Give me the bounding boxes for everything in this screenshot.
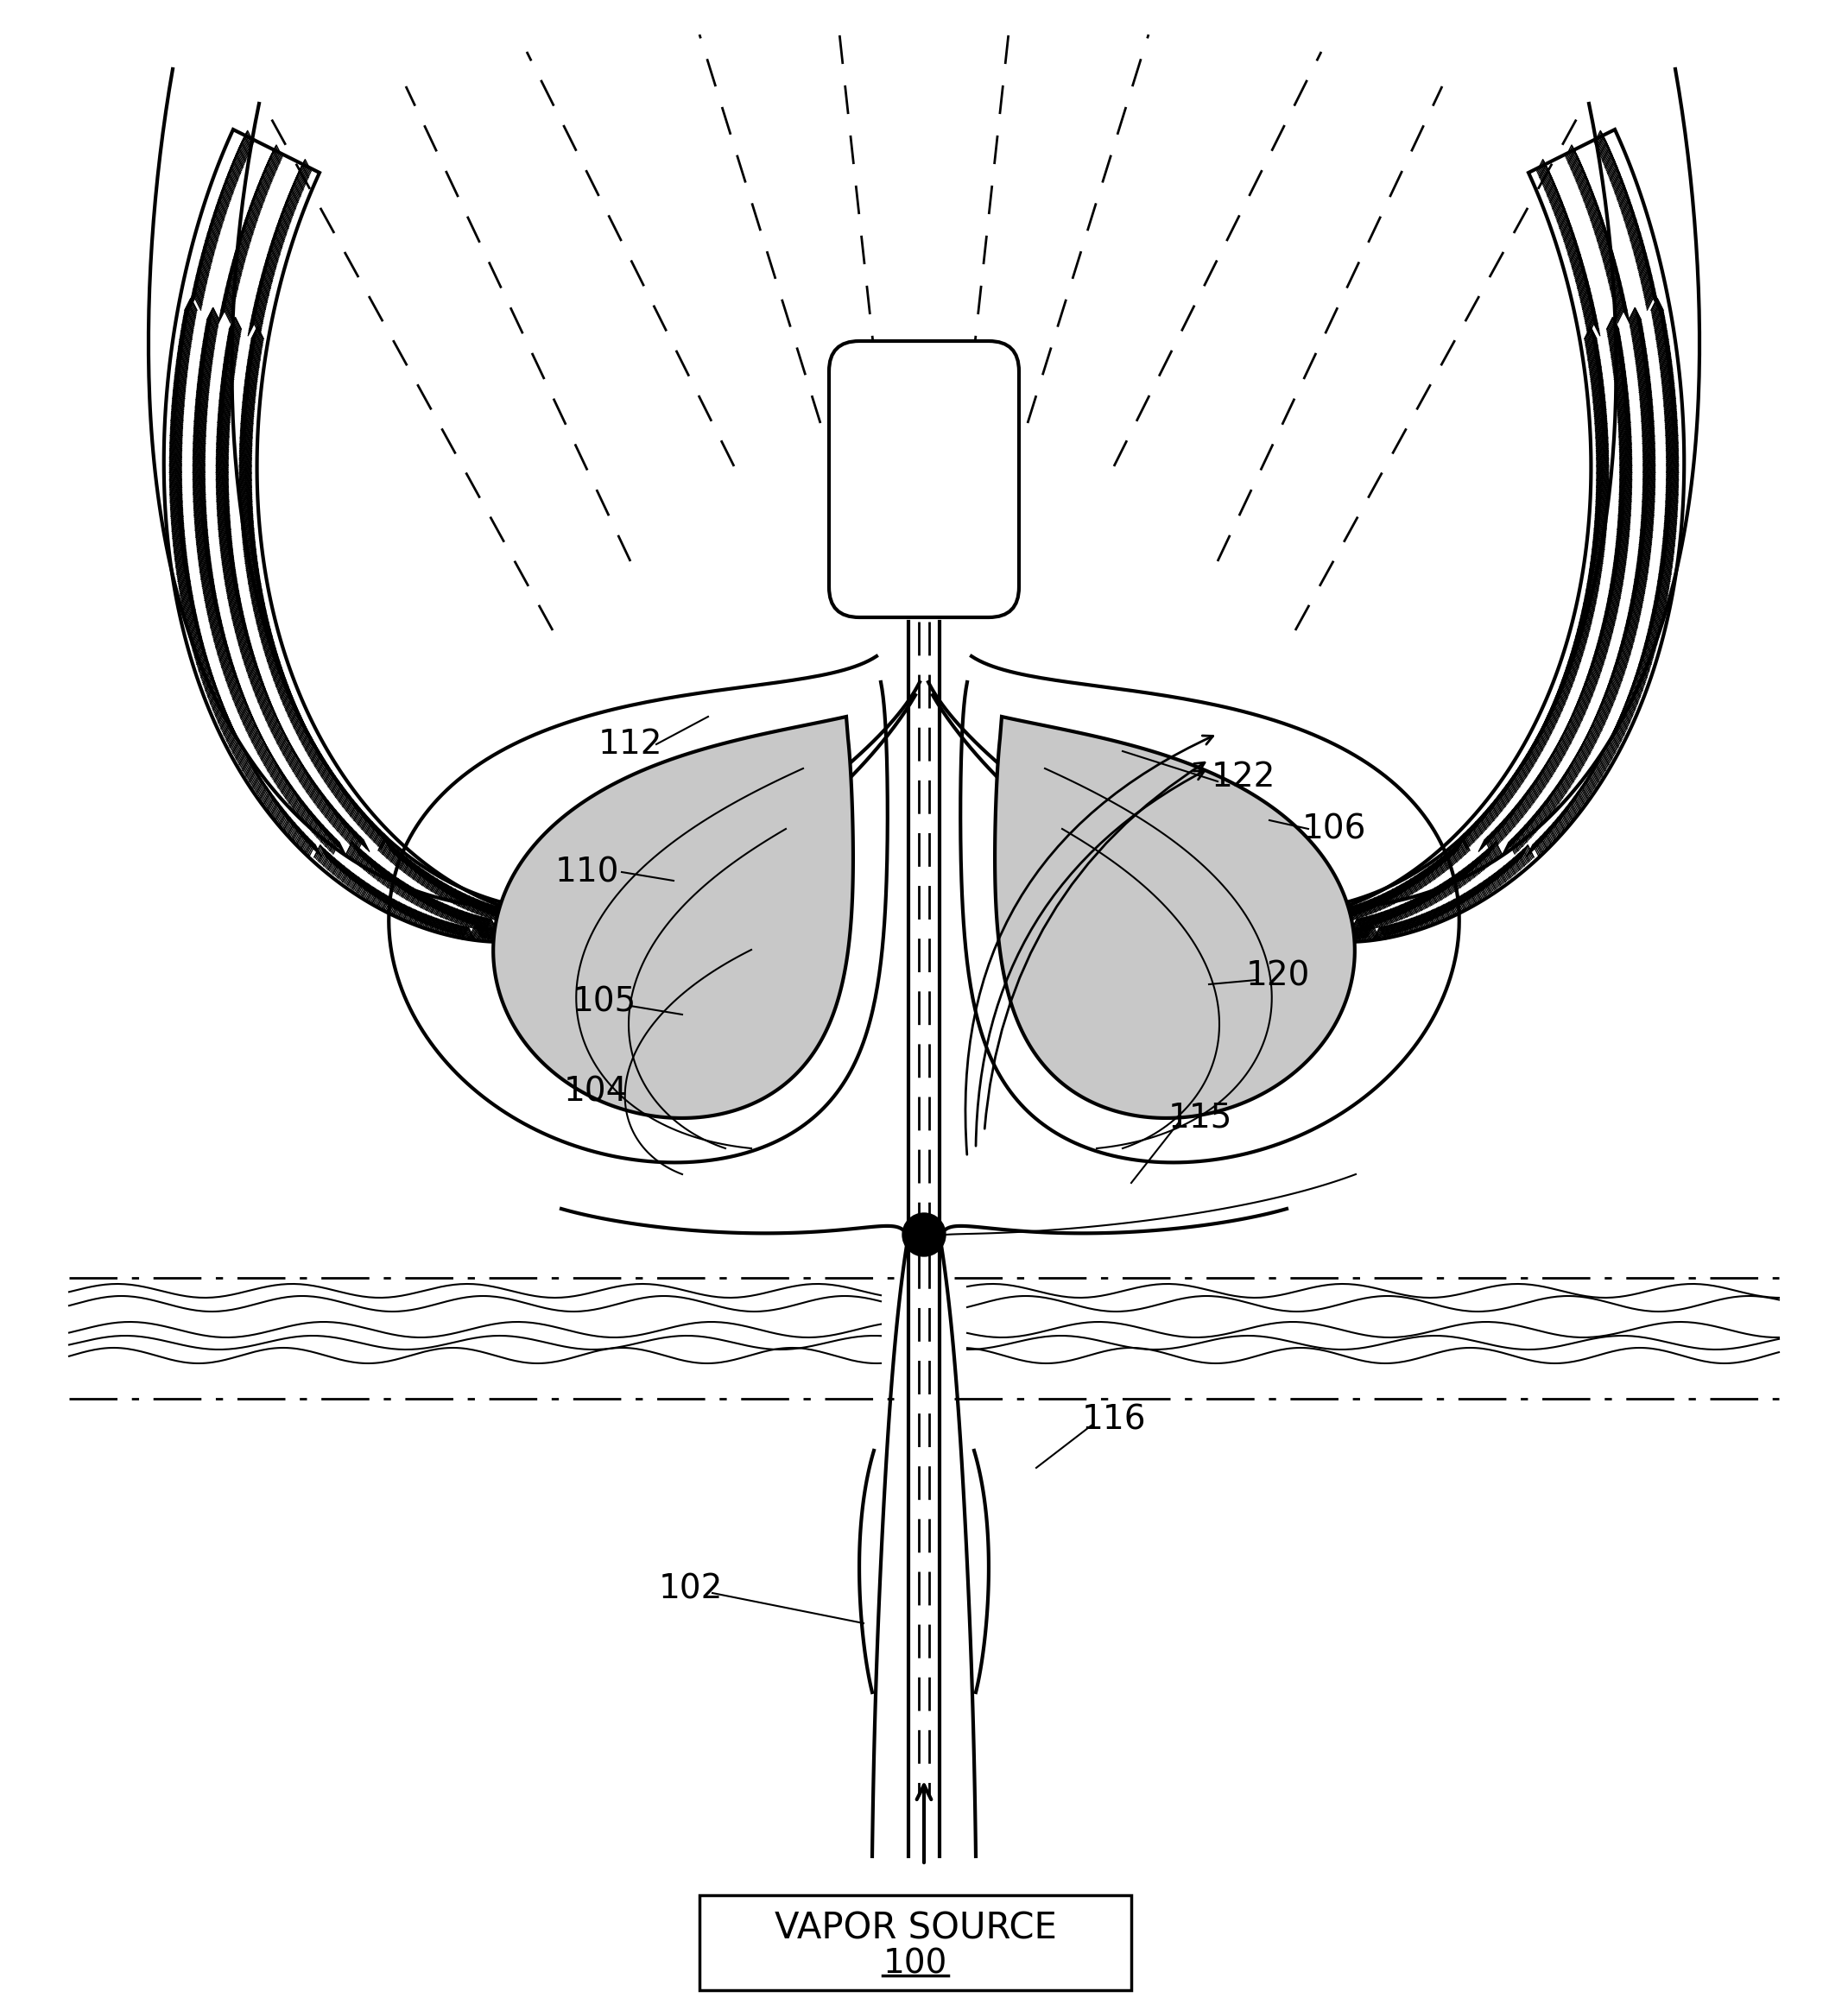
Text: 112: 112 bbox=[599, 727, 663, 762]
Polygon shape bbox=[1279, 130, 1684, 942]
Text: VAPOR SOURCE: VAPOR SOURCE bbox=[774, 1910, 1057, 1946]
Text: 106: 106 bbox=[1303, 812, 1366, 846]
Text: 120: 120 bbox=[1246, 960, 1310, 992]
Text: 116: 116 bbox=[1081, 1405, 1146, 1437]
FancyBboxPatch shape bbox=[700, 1896, 1131, 1990]
Text: 102: 102 bbox=[658, 1573, 723, 1605]
Text: 110: 110 bbox=[554, 856, 619, 888]
Text: 100: 100 bbox=[883, 1948, 948, 1980]
Text: 115: 115 bbox=[1168, 1102, 1233, 1134]
Polygon shape bbox=[164, 130, 569, 942]
Text: 104: 104 bbox=[564, 1076, 628, 1108]
Polygon shape bbox=[493, 717, 854, 1118]
FancyBboxPatch shape bbox=[830, 341, 1018, 617]
Circle shape bbox=[902, 1212, 946, 1257]
Polygon shape bbox=[994, 717, 1355, 1118]
Text: 105: 105 bbox=[573, 986, 636, 1018]
Text: 122: 122 bbox=[1212, 762, 1275, 794]
